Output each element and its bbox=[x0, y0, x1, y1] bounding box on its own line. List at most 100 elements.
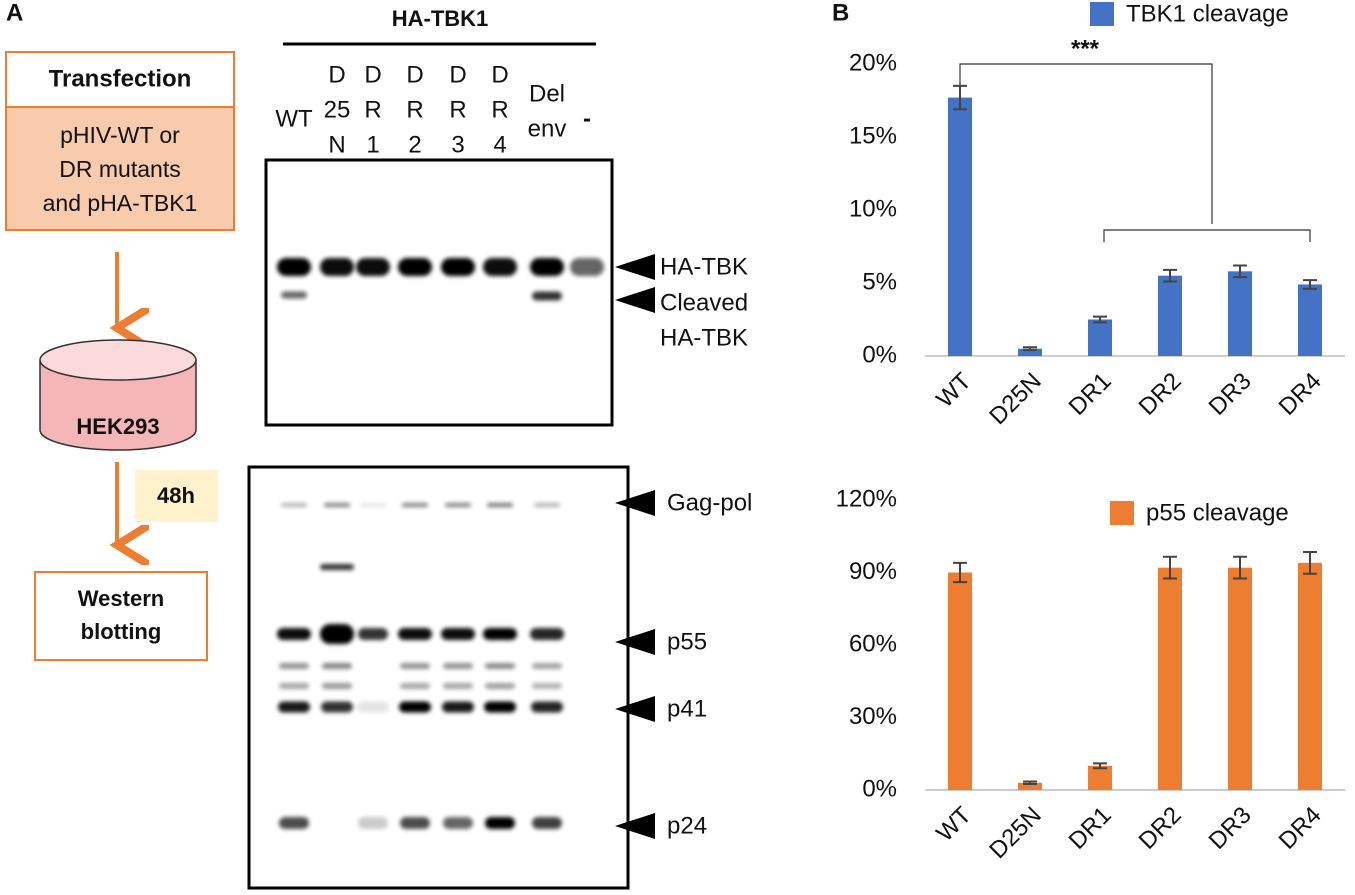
bar bbox=[1018, 782, 1042, 790]
error-bar bbox=[953, 84, 967, 111]
band bbox=[398, 258, 432, 276]
band bbox=[443, 817, 473, 829]
error-bar bbox=[1303, 550, 1317, 575]
band bbox=[400, 663, 430, 669]
error-bar bbox=[1233, 555, 1247, 580]
band bbox=[360, 503, 386, 507]
band bbox=[358, 817, 388, 829]
x-tick-label: DR2 bbox=[1134, 368, 1187, 421]
lane-label: env bbox=[528, 115, 567, 142]
lane-label: WT bbox=[275, 105, 313, 132]
x-tick-label: DR2 bbox=[1134, 802, 1187, 855]
band bbox=[356, 258, 390, 276]
lane-label: R bbox=[406, 96, 423, 123]
error-bar bbox=[1093, 762, 1107, 770]
band bbox=[278, 701, 310, 713]
step-text: DR mutants bbox=[59, 156, 180, 182]
y-tick-label: 60% bbox=[849, 630, 897, 657]
band bbox=[534, 503, 560, 507]
x-tick-label: D25N bbox=[984, 802, 1046, 864]
band bbox=[532, 291, 562, 301]
y-tick-label: 0% bbox=[862, 341, 897, 368]
bar bbox=[1018, 348, 1042, 356]
y-tick-label: 5% bbox=[862, 268, 897, 295]
x-tick-label: DR3 bbox=[1204, 802, 1257, 855]
band bbox=[483, 258, 517, 276]
legend-label: p55 cleavage bbox=[1146, 499, 1289, 526]
band bbox=[279, 817, 309, 829]
lane-label: N bbox=[328, 131, 345, 158]
x-tick-label: DR4 bbox=[1274, 802, 1327, 855]
bar bbox=[948, 572, 972, 790]
panel-label: B bbox=[832, 0, 849, 26]
lane-label: D bbox=[406, 61, 423, 88]
band bbox=[322, 663, 352, 669]
bar bbox=[1298, 284, 1322, 356]
band bbox=[484, 701, 516, 713]
legend-swatch bbox=[1110, 501, 1134, 525]
error-bar bbox=[1163, 268, 1177, 283]
arrowhead bbox=[615, 490, 655, 516]
band bbox=[399, 701, 431, 713]
lane-label: D bbox=[449, 61, 466, 88]
error-bar bbox=[1163, 555, 1177, 580]
error-bar bbox=[1023, 346, 1037, 352]
x-tick-label: DR3 bbox=[1204, 368, 1257, 421]
bar bbox=[1298, 562, 1322, 790]
time-box bbox=[135, 470, 218, 522]
lane-label: 25 bbox=[324, 96, 351, 123]
y-tick-label: 90% bbox=[849, 558, 897, 585]
step-box bbox=[34, 571, 208, 661]
error-bar bbox=[1303, 279, 1317, 290]
lane-label: D bbox=[364, 61, 381, 88]
x-tick-label: DR4 bbox=[1274, 368, 1327, 421]
arrowhead bbox=[615, 696, 655, 722]
blot-header: HA-TBK1 bbox=[392, 6, 489, 31]
band-label: Cleaved bbox=[660, 289, 748, 316]
lane-label: R bbox=[364, 96, 381, 123]
dish-top bbox=[39, 339, 197, 381]
x-tick-label: WT bbox=[931, 367, 977, 413]
band bbox=[530, 628, 564, 640]
bar bbox=[1158, 567, 1182, 790]
y-tick-label: 10% bbox=[849, 195, 897, 222]
band bbox=[531, 701, 563, 713]
arrowhead bbox=[615, 287, 655, 313]
band bbox=[570, 258, 604, 276]
y-tick-label: 0% bbox=[862, 775, 897, 802]
band bbox=[442, 701, 474, 713]
error-bar bbox=[1023, 780, 1037, 785]
lane-label: 1 bbox=[366, 131, 379, 158]
arrowhead bbox=[615, 629, 655, 655]
lane-label: 2 bbox=[408, 131, 421, 158]
band bbox=[485, 683, 515, 689]
band bbox=[402, 503, 428, 507]
step-title: Transfection bbox=[49, 65, 192, 92]
band bbox=[398, 628, 432, 640]
lane-label: D bbox=[328, 61, 345, 88]
x-tick-label: WT bbox=[931, 801, 977, 847]
band bbox=[400, 817, 430, 829]
band bbox=[279, 663, 309, 669]
error-bar bbox=[1093, 315, 1107, 324]
blot-bottom bbox=[247, 465, 630, 890]
panel-label: A bbox=[6, 0, 23, 26]
band-label: HA-TBK bbox=[660, 253, 748, 280]
time-label: 48h bbox=[157, 483, 195, 508]
band-label: p55 bbox=[667, 628, 707, 655]
arrowhead bbox=[615, 813, 655, 839]
band bbox=[483, 628, 517, 640]
band bbox=[320, 258, 354, 276]
band bbox=[445, 503, 471, 507]
lane-label: R bbox=[491, 96, 508, 123]
error-bar bbox=[953, 561, 967, 584]
lane-label: 4 bbox=[493, 131, 506, 158]
annotation: *** bbox=[1071, 35, 1100, 62]
band-label: p41 bbox=[667, 695, 707, 722]
band bbox=[277, 628, 311, 640]
band bbox=[277, 258, 311, 276]
band bbox=[357, 701, 389, 713]
dish bbox=[39, 360, 197, 451]
bar bbox=[1088, 765, 1112, 790]
